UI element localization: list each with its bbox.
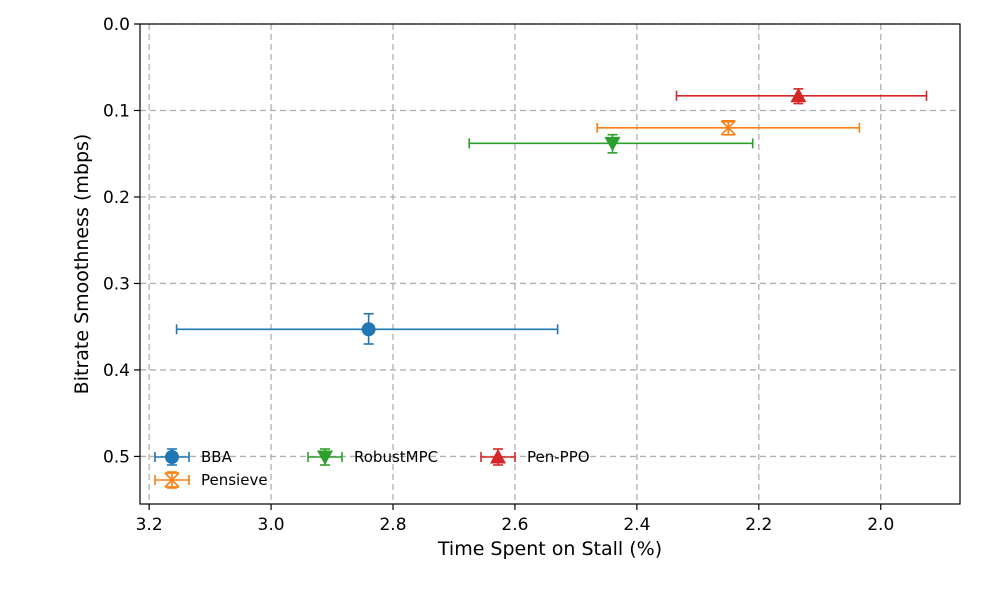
x-axis-title: Time Spent on Stall (%) bbox=[437, 538, 662, 560]
legend-label: BBA bbox=[201, 448, 233, 466]
y-tick-label: 0.2 bbox=[103, 188, 130, 208]
legend-glyph-marker bbox=[164, 472, 180, 488]
legend: BBA Pensieve RobustMPC Pen-PPO bbox=[154, 448, 590, 489]
series-robustmpc bbox=[468, 133, 754, 154]
data-point-marker bbox=[604, 136, 621, 152]
legend-glyph-marker bbox=[165, 450, 179, 464]
x-tick-label: 3.0 bbox=[258, 515, 285, 535]
legend-item-pensieve: Pensieve bbox=[154, 471, 268, 489]
legend-label: Pensieve bbox=[201, 471, 268, 489]
data-point-marker bbox=[790, 87, 807, 103]
y-axis-title: Bitrate Smoothness (mbps) bbox=[71, 134, 93, 395]
x-tick-label: 2.6 bbox=[501, 515, 528, 535]
legend-glyph-marker bbox=[489, 448, 507, 464]
data-point-marker bbox=[361, 322, 376, 337]
series-layer bbox=[175, 87, 928, 345]
legend-item-pen-ppo: Pen-PPO bbox=[480, 448, 590, 466]
grid-layer bbox=[140, 23, 960, 504]
y-tick-label: 0.1 bbox=[103, 101, 130, 121]
x-tick-label: 3.2 bbox=[136, 515, 163, 535]
x-tick-label: 2.0 bbox=[867, 515, 894, 535]
tick-layer: 3.2 3.0 2.8 2.6 2.4 2.2 2.0 0.0 0.1 0.2 0.3 0.4 0.5 bbox=[103, 15, 894, 535]
series-pensieve bbox=[596, 119, 861, 136]
series-bba bbox=[175, 312, 559, 345]
x-tick-label: 2.4 bbox=[623, 515, 650, 535]
legend-label: RobustMPC bbox=[354, 448, 438, 466]
y-tick-label: 0.0 bbox=[103, 15, 130, 35]
legend-item-robustmpc: RobustMPC bbox=[307, 448, 438, 466]
y-tick-label: 0.4 bbox=[103, 361, 130, 381]
x-tick-label: 2.8 bbox=[379, 515, 406, 535]
y-tick-label: 0.5 bbox=[103, 447, 130, 467]
legend-item-bba: BBA bbox=[154, 448, 233, 466]
x-tick-label: 2.2 bbox=[745, 515, 772, 535]
series-pen-ppo bbox=[675, 87, 928, 105]
y-tick-label: 0.3 bbox=[103, 274, 130, 294]
legend-glyph-marker-stroke bbox=[164, 472, 180, 488]
plot-frame bbox=[139, 23, 961, 505]
legend-label: Pen-PPO bbox=[527, 448, 590, 466]
legend-glyph-marker bbox=[316, 450, 334, 466]
data-point-marker bbox=[720, 119, 736, 136]
data-point-marker-stroke bbox=[720, 120, 736, 136]
